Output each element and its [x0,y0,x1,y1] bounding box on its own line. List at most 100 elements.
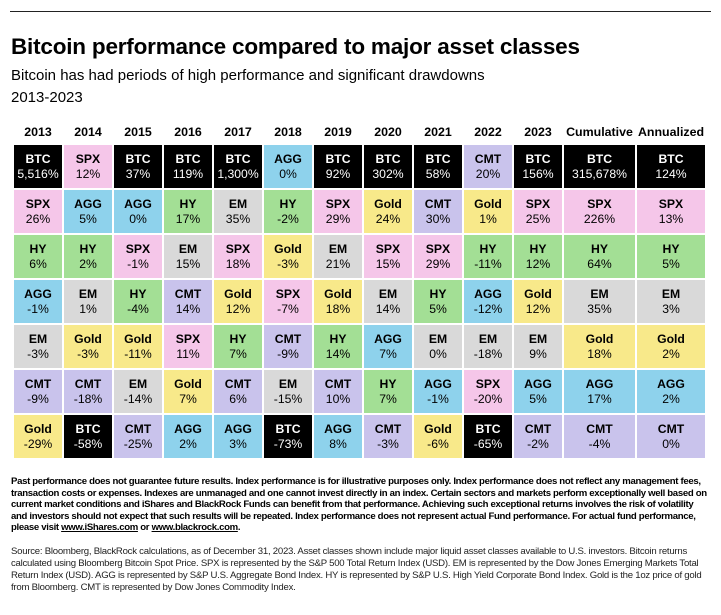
asset-label: CMT [474,151,502,166]
return-value: 124% [655,166,687,181]
return-value: 29% [325,211,351,226]
cell-gold-2015: Gold -11% [113,324,163,369]
cell-gold-annualized: Gold 2% [636,324,706,369]
cell-btc-2023: BTC 156% [513,144,563,189]
cell-gold-2019: Gold 18% [313,279,363,324]
column-header-cumulative: Cumulative [563,119,636,144]
performance-quilt-table: 2013 2014 2015 2016 2017 2018 2019 2020 2021 2022… [13,119,706,459]
cell-cmt-2017: CMT 6% [213,369,263,414]
return-value: 5% [529,391,547,406]
return-value: 2% [662,346,680,361]
return-value: 5% [79,211,97,226]
asset-label: CMT [274,331,302,346]
cell-hy-2015: HY -4% [113,279,163,324]
asset-label: EM [478,331,498,346]
asset-label: BTC [75,421,101,436]
asset-label: AGG [524,376,552,391]
asset-label: BTC [525,151,551,166]
top-rule [10,11,711,12]
return-value: 5,516% [17,166,59,181]
asset-label: BTC [475,421,501,436]
return-value: -1% [427,391,449,406]
asset-label: Gold [74,331,102,346]
cell-hy-2021: HY 5% [413,279,463,324]
return-value: 7% [179,391,197,406]
asset-label: SPX [175,331,201,346]
chart-period: 2013-2023 [11,89,83,106]
asset-label: AGG [274,151,302,166]
asset-label: SPX [325,196,351,211]
return-value: 35% [587,301,612,316]
cell-btc-2018: BTC -73% [263,414,313,459]
ishares-link[interactable]: www.iShares.com [61,522,138,534]
return-value: 14% [325,346,351,361]
asset-label: AGG [585,376,614,391]
cell-cmt-2013: CMT -9% [13,369,63,414]
asset-label: Gold [585,331,614,346]
asset-label: BTC [586,151,613,166]
return-value: 12% [225,301,251,316]
return-value: 119% [172,166,204,181]
cell-spx-cumulative: SPX 226% [563,189,636,234]
return-value: 15% [375,256,401,271]
return-value: 11% [176,346,200,361]
asset-label: SPX [25,196,51,211]
cell-agg-2019: AGG 8% [313,414,363,459]
column-header-2013: 2013 [13,119,63,144]
cell-cmt-2022: CMT 20% [463,144,513,189]
cell-hy-annualized: HY 5% [636,234,706,279]
asset-label: SPX [525,196,551,211]
return-value: 35% [225,211,251,226]
asset-label: HY [591,241,608,256]
cell-btc-2019: BTC 92% [313,144,363,189]
return-value: -9% [277,346,299,361]
return-value: -20% [473,391,503,406]
cell-em-2021: EM 0% [413,324,463,369]
column-header-2023: 2023 [513,119,563,144]
asset-label: EM [128,376,148,391]
asset-label: Gold [174,376,202,391]
cell-em-2018: EM -15% [263,369,313,414]
cell-em-2023: EM 9% [513,324,563,369]
asset-label: EM [28,331,48,346]
return-value: -2% [527,436,549,451]
cell-btc-cumulative: BTC 315,678% [563,144,636,189]
return-value: 17% [175,211,201,226]
cell-em-2019: EM 21% [313,234,363,279]
asset-label: AGG [374,331,402,346]
return-value: 12% [525,301,551,316]
return-value: 2% [79,256,97,271]
cell-spx-2016: SPX 11% [163,324,213,369]
cell-agg-cumulative: AGG 17% [563,369,636,414]
return-value: 2% [179,436,197,451]
blackrock-link[interactable]: www.blackrock.com [151,522,239,534]
cell-agg-2014: AGG 5% [63,189,113,234]
asset-label: EM [328,241,348,256]
asset-label: HY [429,286,447,301]
asset-label: SPX [425,241,451,256]
return-value: 10% [325,391,351,406]
cell-agg-2020: AGG 7% [363,324,413,369]
return-value: 13% [658,211,684,226]
cell-spx-2019: SPX 29% [313,189,363,234]
return-value: 20% [475,166,501,181]
asset-label: AGG [174,421,202,436]
cell-btc-2022: BTC -65% [463,414,513,459]
asset-label: SPX [587,196,612,211]
return-value: -9% [27,391,49,406]
cell-em-2020: EM 14% [363,279,413,324]
return-value: 156% [522,166,554,181]
chart-subtitle: Bitcoin has had periods of high performa… [11,67,485,84]
asset-label: EM [428,331,448,346]
return-value: 18% [325,301,351,316]
cell-cmt-2018: CMT -9% [263,324,313,369]
asset-label: Gold [274,241,302,256]
cell-gold-2014: Gold -3% [63,324,113,369]
return-value: -29% [23,436,53,451]
column-header-2019: 2019 [313,119,363,144]
return-value: 1% [479,211,497,226]
cell-gold-2020: Gold 24% [363,189,413,234]
column-header-2022: 2022 [463,119,513,144]
asset-label: EM [78,286,98,301]
asset-label: HY [279,196,297,211]
